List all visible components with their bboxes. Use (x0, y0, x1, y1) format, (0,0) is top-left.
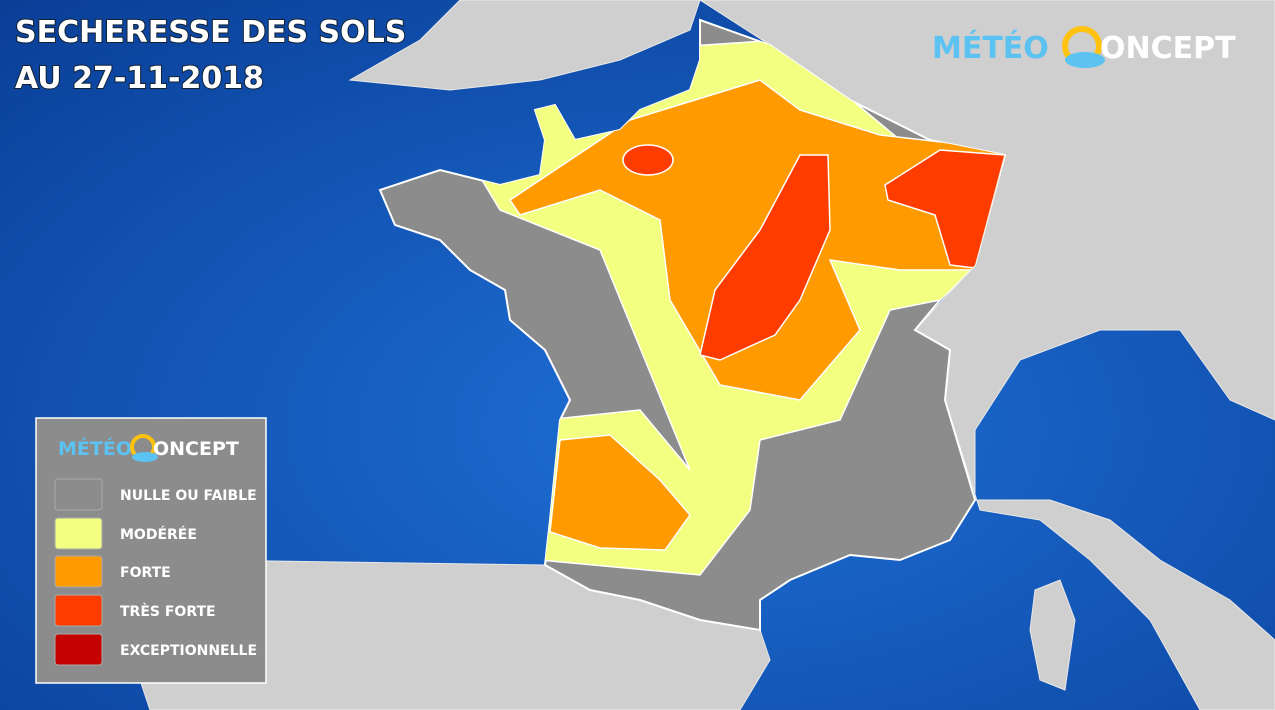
legend-logo-left: MÉTÉO (58, 437, 132, 460)
legend-swatch (54, 478, 103, 511)
legend-label: TRÈS FORTE (120, 603, 216, 620)
zone-forte (549, 434, 691, 551)
legend-label: NULLE OU FAIBLE (120, 488, 257, 504)
zone-tres-forte (699, 154, 831, 361)
legend-swatch (54, 555, 103, 588)
logo-left: MÉTÉO (932, 30, 1049, 66)
legend-swatch (54, 517, 103, 550)
zone-tres-forte (884, 149, 1005, 269)
legend-logo-cloud (132, 452, 158, 462)
legend-swatch (54, 594, 103, 627)
logo-cloud (1065, 52, 1105, 68)
neighbor-land (119, 0, 1275, 710)
legend-label: EXCEPTIONNELLE (120, 643, 257, 659)
legend-label: FORTE (120, 565, 171, 581)
logo-right: ONCEPT (1100, 31, 1236, 66)
legend-label: MODÉRÉE (120, 526, 197, 543)
legend-logo-right: ONCEPT (153, 438, 239, 460)
title: SECHERESSE DES SOLS (15, 15, 406, 50)
drought-zones (469, 39, 1005, 576)
logo: MÉTÉO ONCEPT (932, 26, 1236, 68)
zone-tres-forte (622, 144, 674, 176)
legend: MÉTÉO ONCEPT NULLE OU FAIBLE MODÉRÉE FORTE… (35, 417, 267, 684)
legend-swatch (54, 633, 103, 666)
date: AU 27-11-2018 (15, 61, 264, 96)
